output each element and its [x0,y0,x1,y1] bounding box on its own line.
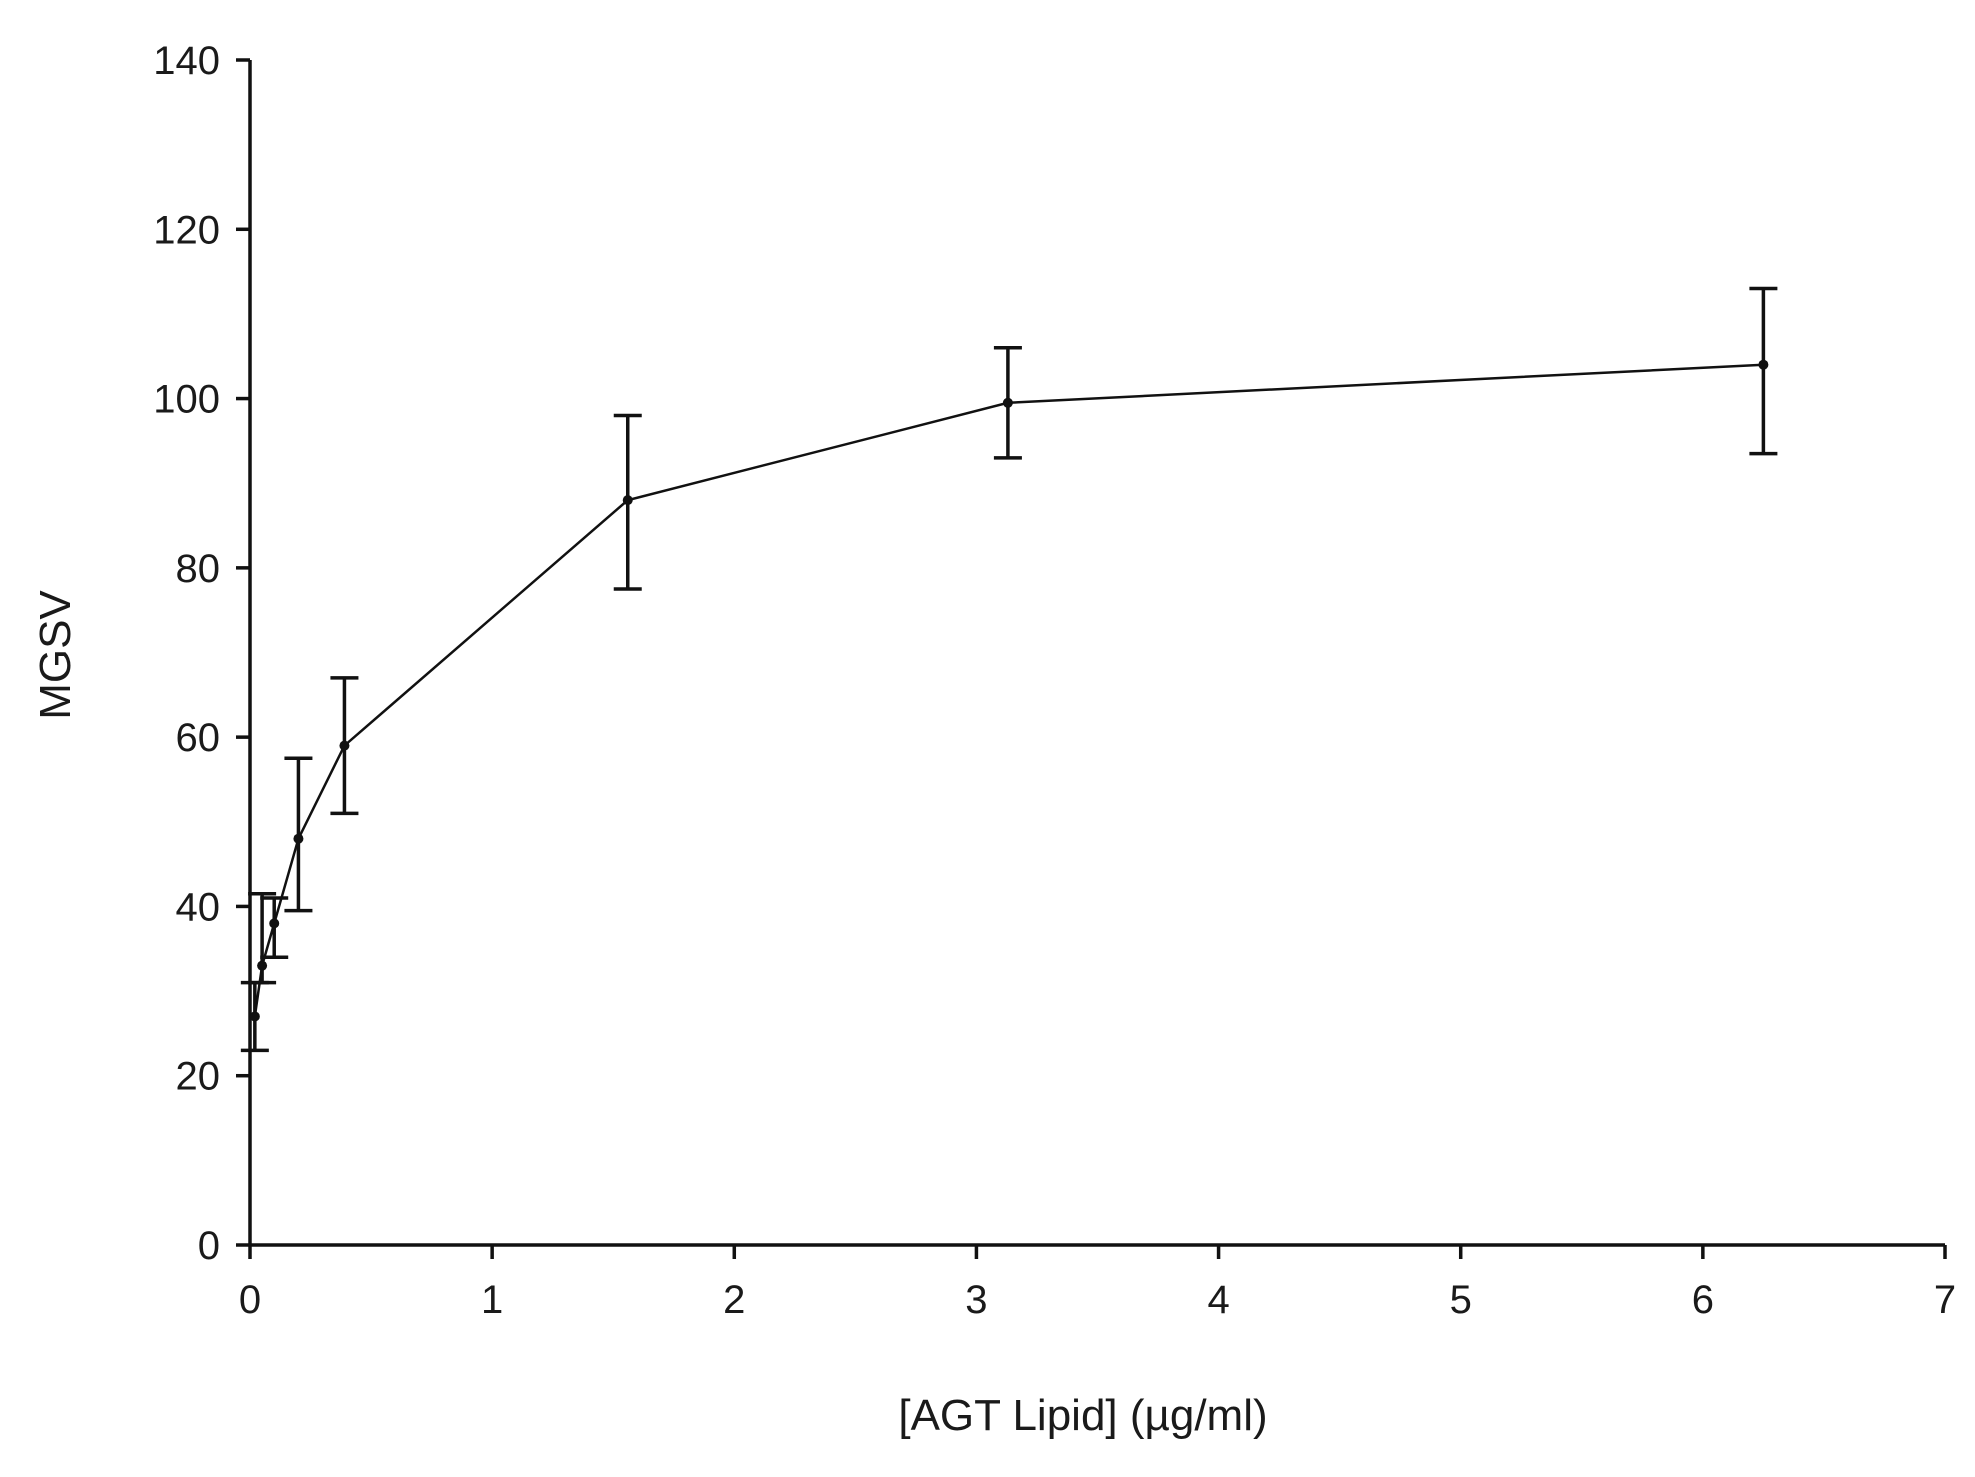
x-axis-title: [AGT Lipid] (µg/ml) [898,1391,1267,1440]
y-tick-label: 20 [176,1055,221,1099]
y-tick-label: 60 [176,716,221,760]
y-tick-labels: 0 20 40 60 80 100 120 140 [153,39,220,1268]
x-tick-label: 0 [239,1278,261,1322]
data-point [622,495,633,506]
x-tick-label: 5 [1450,1278,1472,1322]
x-tick-label: 3 [965,1278,987,1322]
y-ticks [236,58,250,1247]
y-axis-title: MGSV [31,590,80,720]
y-tick-label: 40 [176,885,221,929]
x-tick-labels: 0 1 2 3 4 5 6 7 [239,1278,1956,1322]
x-tick-label: 6 [1692,1278,1714,1322]
data-point [269,918,280,929]
x-tick-label: 2 [723,1278,745,1322]
y-tick-label: 120 [153,208,220,252]
plot-area: 0 20 40 60 80 100 120 140 0 1 2 3 4 5 6 7 [153,39,1956,1322]
data-point [249,1011,260,1022]
data-point [257,960,268,971]
y-tick-label: 140 [153,39,220,83]
data-point [1758,359,1769,370]
data-point [293,833,304,844]
x-ticks [248,1245,1947,1259]
series-layer [240,286,1778,1053]
data-point [1002,397,1013,408]
data-point [339,740,350,751]
x-tick-label: 4 [1207,1278,1229,1322]
series-line-0 [253,363,1764,1017]
x-tick-label: 1 [481,1278,503,1322]
x-tick-label: 7 [1934,1278,1956,1322]
y-tick-label: 0 [198,1224,220,1268]
y-tick-label: 100 [153,378,220,422]
y-tick-label: 80 [176,547,221,591]
